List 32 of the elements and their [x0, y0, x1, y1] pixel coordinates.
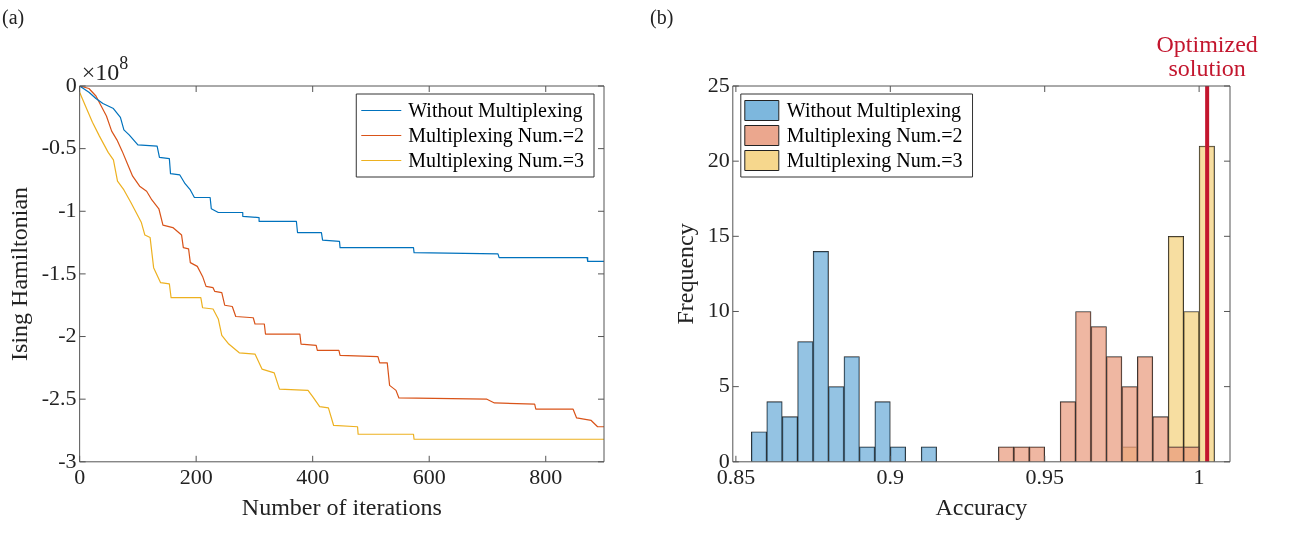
y-tick-label: -1 [58, 197, 77, 223]
legend-label: Multiplexing Num.=2 [786, 123, 963, 147]
x-tick-label: 200 [179, 463, 213, 489]
y-tick-label: 5 [718, 372, 730, 398]
ref-line-label: Optimized solution [1156, 31, 1258, 82]
text: (b) [650, 6, 674, 29]
x-tick-label: 600 [412, 463, 446, 489]
x-axis-title: Accuracy [935, 493, 1028, 520]
legend-label: Multiplexing Num.=2 [408, 123, 585, 147]
y-tick-label: -0.5 [41, 134, 77, 160]
text: (a) [2, 6, 25, 29]
y-tick-label: -1.5 [41, 259, 77, 285]
y-tick-label: -3 [58, 447, 77, 473]
x-tick-label: 0.95 [1025, 463, 1064, 489]
x-tick-label: 0.9 [876, 463, 905, 489]
y-tick-label: 10 [707, 297, 730, 323]
legend-label: Without Multiplexing [408, 98, 583, 122]
legend-label: Without Multiplexing [786, 98, 961, 122]
y-tick-label: -2 [58, 322, 77, 348]
x-tick-label: 400 [296, 463, 330, 489]
y-tick-label: 20 [707, 146, 730, 172]
y-axis-title: Ising Hamiltonian [5, 186, 32, 361]
x-tick-label: 800 [529, 463, 563, 489]
y-tick-label: 15 [707, 222, 730, 248]
x-axis-title: Number of iterations [241, 493, 442, 520]
legend-label: Multiplexing Num.=3 [408, 148, 585, 172]
y-tick-label: -2.5 [41, 384, 77, 410]
y-axis-title: Frequency [671, 223, 698, 325]
y-tick-label: 25 [707, 71, 730, 97]
legend-label: Multiplexing Num.=3 [786, 148, 963, 172]
x-tick-label: 1 [1193, 463, 1205, 489]
y-tick-label: 0 [65, 71, 77, 97]
